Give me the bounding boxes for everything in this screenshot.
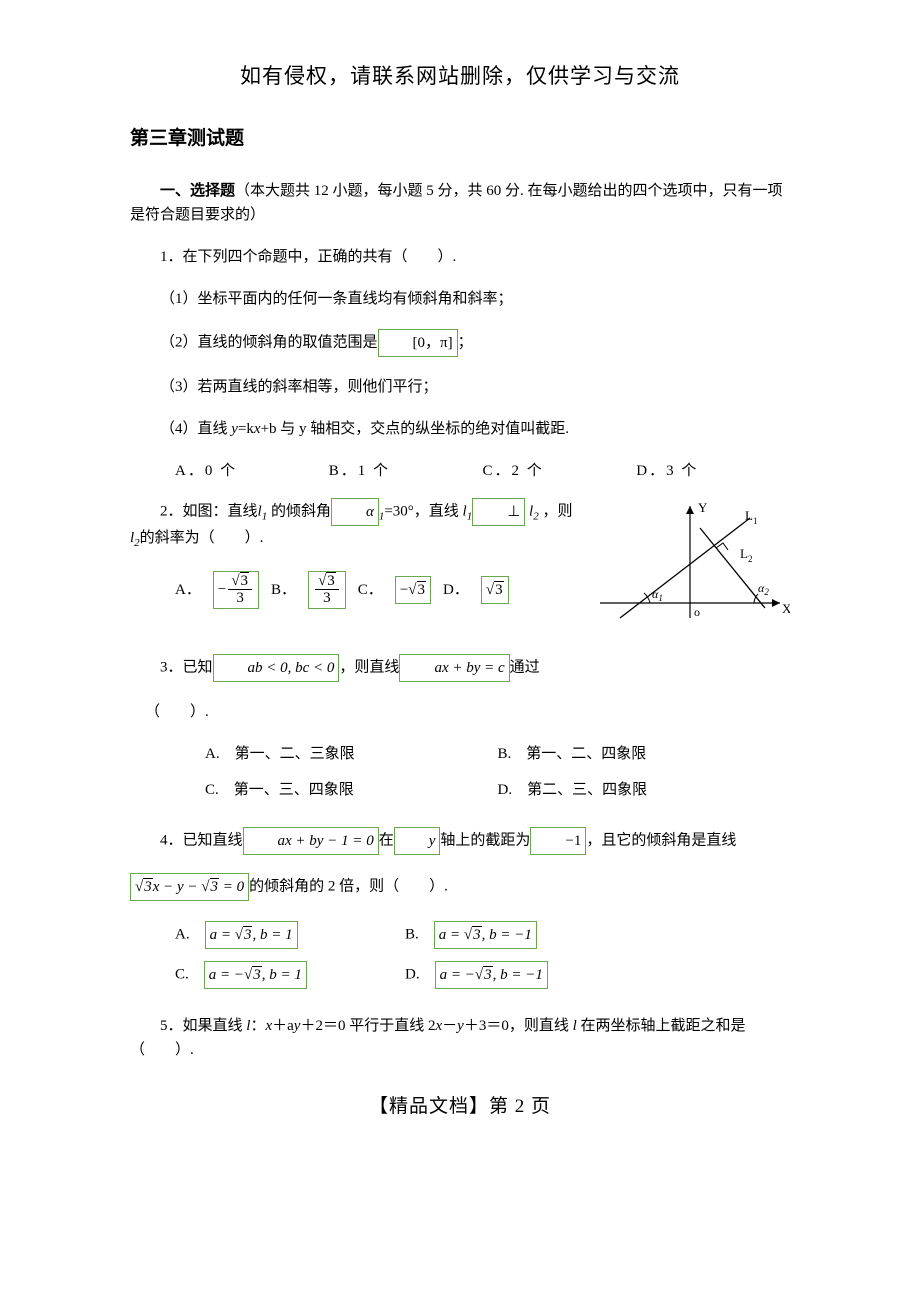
q4-stem2: 3x − y − 3 = 0的倾斜角的 2 倍，则（ ）. (130, 873, 790, 901)
q5-stem: 5．如果直线 l：x＋ay＋2＝0 平行于直线 2x－y＋3＝0，则直线 l 在… (130, 1014, 790, 1062)
q1-s4-pre: （4）直线 (160, 421, 231, 437)
q3-opt-b: B. 第一、二、四象限 (498, 742, 791, 766)
q2-b-lab: B． (271, 578, 296, 602)
q2-perp: ⊥ (472, 498, 525, 526)
page-header: 如有侵权，请联系网站删除，仅供学习与交流 (130, 60, 790, 94)
q2-t1: 2．如图：直线 (160, 503, 258, 519)
chapter-title: 第三章测试题 (130, 124, 790, 154)
q1-s2-post: ； (458, 334, 473, 350)
q1-s4-mid1: =k (238, 421, 254, 437)
q1-s2-box: [0，π] (378, 329, 458, 357)
page-footer: 【精品文档】第 2 页 (130, 1092, 790, 1122)
footer-pre: 【精品文档】第 (369, 1096, 515, 1117)
q3-t3: 通过 (510, 659, 540, 675)
q4-box1: ax + by − 1 = 0 (243, 827, 379, 855)
q1-s4: （4）直线 y=kx+b 与 y 轴相交，交点的纵坐标的绝对值叫截距. (130, 417, 790, 441)
svg-text:Y: Y (698, 500, 708, 515)
q2-figure: Y X o L1 L2 α1 α2 (590, 498, 790, 636)
q2-alpha: α (331, 498, 379, 526)
q3-box1: ab < 0, bc < 0 (213, 654, 340, 682)
q1-s4-x: x (254, 421, 261, 437)
q3-stem: 3．已知ab < 0, bc < 0，则直线ax + by = c通过 (130, 654, 790, 682)
q4-t5: 的倾斜角的 2 倍，则（ ）. (249, 878, 448, 894)
q1-s2: （2）直线的倾斜角的取值范围是[0，π]； (130, 329, 790, 357)
q4-t4: ，且它的倾斜角是直线 (586, 832, 736, 848)
q4-opt-d: D. a = −3, b = −1 (405, 961, 548, 989)
q2-a-lab: A． (175, 578, 201, 602)
q4-c-box: a = −3, b = 1 (204, 961, 307, 989)
q2-opt-c: −3 (395, 576, 431, 604)
q1-opt-a: A．0 个 (175, 459, 329, 483)
q1-opt-b: B．1 个 (329, 459, 483, 483)
q4-t1: 4．已知直线 (160, 832, 243, 848)
q5-t1: 5．如果直线 (160, 1018, 246, 1034)
q3-t2: ，则直线 (339, 659, 399, 675)
q4-box2: 3x − y − 3 = 0 (130, 873, 249, 901)
q1-s2-pre: （2）直线的倾斜角的取值范围是 (160, 334, 378, 350)
q5-t4: ＋2＝0 平行于直线 2 (300, 1018, 435, 1034)
q4-boxn1: −1 (530, 827, 586, 855)
q1-options: A．0 个 B．1 个 C．2 个 D．3 个 (175, 459, 790, 483)
q2-stem: 2．如图：直线l1 的倾斜角α1=30°，直线 l1⊥ l2 ，则 l2的斜率为… (130, 498, 590, 553)
footer-page: 2 (515, 1096, 526, 1117)
q1-stem: 1．在下列四个命题中，正确的共有（ ）. (130, 245, 790, 269)
q5-t6: ＋3＝0，则直线 (464, 1018, 573, 1034)
q3-opt-d: D. 第二、三、四象限 (498, 778, 791, 802)
q1-s3: （3）若两直线的斜率相等，则他们平行； (130, 375, 790, 399)
q5-t2: ： (250, 1018, 265, 1034)
footer-post: 页 (525, 1096, 551, 1117)
q3-opt-a: A. 第一、二、三象限 (205, 742, 498, 766)
q2-d-lab: D． (443, 578, 469, 602)
q4-a-box: a = 3, b = 1 (205, 921, 298, 949)
q3-blank: （ ）. (145, 700, 790, 724)
q2-block: 2．如图：直线l1 的倾斜角α1=30°，直线 l1⊥ l2 ，则 l2的斜率为… (130, 498, 790, 636)
q1-opt-c: C．2 个 (483, 459, 637, 483)
section-intro-bold: 一、选择题 (160, 183, 235, 199)
svg-text:α2: α2 (758, 581, 769, 597)
q2-t5: 的斜率为（ ）. (140, 530, 264, 546)
svg-text:X: X (782, 601, 790, 616)
q5-t3: ＋a (272, 1018, 294, 1034)
q1-s4-mid2: +b 与 y 轴相交，交点的纵坐标的绝对值叫截距. (261, 421, 569, 437)
q4-stem1: 4．已知直线ax + by − 1 = 0在y轴上的截距为−1，且它的倾斜角是直… (130, 827, 790, 855)
q1-opt-d: D．3 个 (636, 459, 790, 483)
q4-d-box: a = −3, b = −1 (435, 961, 548, 989)
q4-opt-b: B. a = 3, b = −1 (405, 921, 537, 949)
q2-t3: =30°，直线 (384, 503, 462, 519)
q5-t5: － (442, 1018, 457, 1034)
q4-opt-c: C. a = −3, b = 1 (175, 961, 405, 989)
q2-opt-b: 33 (308, 571, 346, 609)
q2-opt-a: −33 (213, 571, 259, 609)
q4-t3: 轴上的截距为 (440, 832, 530, 848)
svg-text:o: o (694, 605, 700, 619)
svg-text:α1: α1 (652, 587, 663, 603)
q2-t2: 的倾斜角 (267, 503, 331, 519)
q4-b-box: a = 3, b = −1 (434, 921, 537, 949)
q4-t2: 在 (379, 832, 394, 848)
q3-opt-c: C. 第一、三、四象限 (205, 778, 498, 802)
q3-t1: 3．已知 (160, 659, 213, 675)
q4-boxy: y (394, 827, 441, 855)
q4-row1: A. a = 3, b = 1 B. a = 3, b = −1 (175, 921, 790, 949)
svg-text:L2: L2 (740, 546, 752, 564)
q2-options: A． −33 B． 33 C． −3 D． 3 (175, 571, 590, 609)
q3-row1: A. 第一、二、三象限 B. 第一、二、四象限 (205, 742, 790, 766)
q4-row2: C. a = −3, b = 1 D. a = −3, b = −1 (175, 961, 790, 989)
q1-s1: （1）坐标平面内的任何一条直线均有倾斜角和斜率； (130, 287, 790, 311)
q2-c-lab: C． (358, 578, 383, 602)
q2-opt-d: 3 (481, 576, 509, 604)
q3-box2: ax + by = c (399, 654, 509, 682)
section-intro: 一、选择题（本大题共 12 小题，每小题 5 分，共 60 分. 在每小题给出的… (130, 179, 790, 227)
svg-text:L1: L1 (745, 508, 757, 526)
q5-y2: y (457, 1018, 464, 1034)
q1-s4-y: y (231, 421, 238, 437)
q3-row2: C. 第一、三、四象限 D. 第二、三、四象限 (205, 778, 790, 802)
q2-t4: ，则 (539, 503, 573, 519)
q4-opt-a: A. a = 3, b = 1 (175, 921, 405, 949)
